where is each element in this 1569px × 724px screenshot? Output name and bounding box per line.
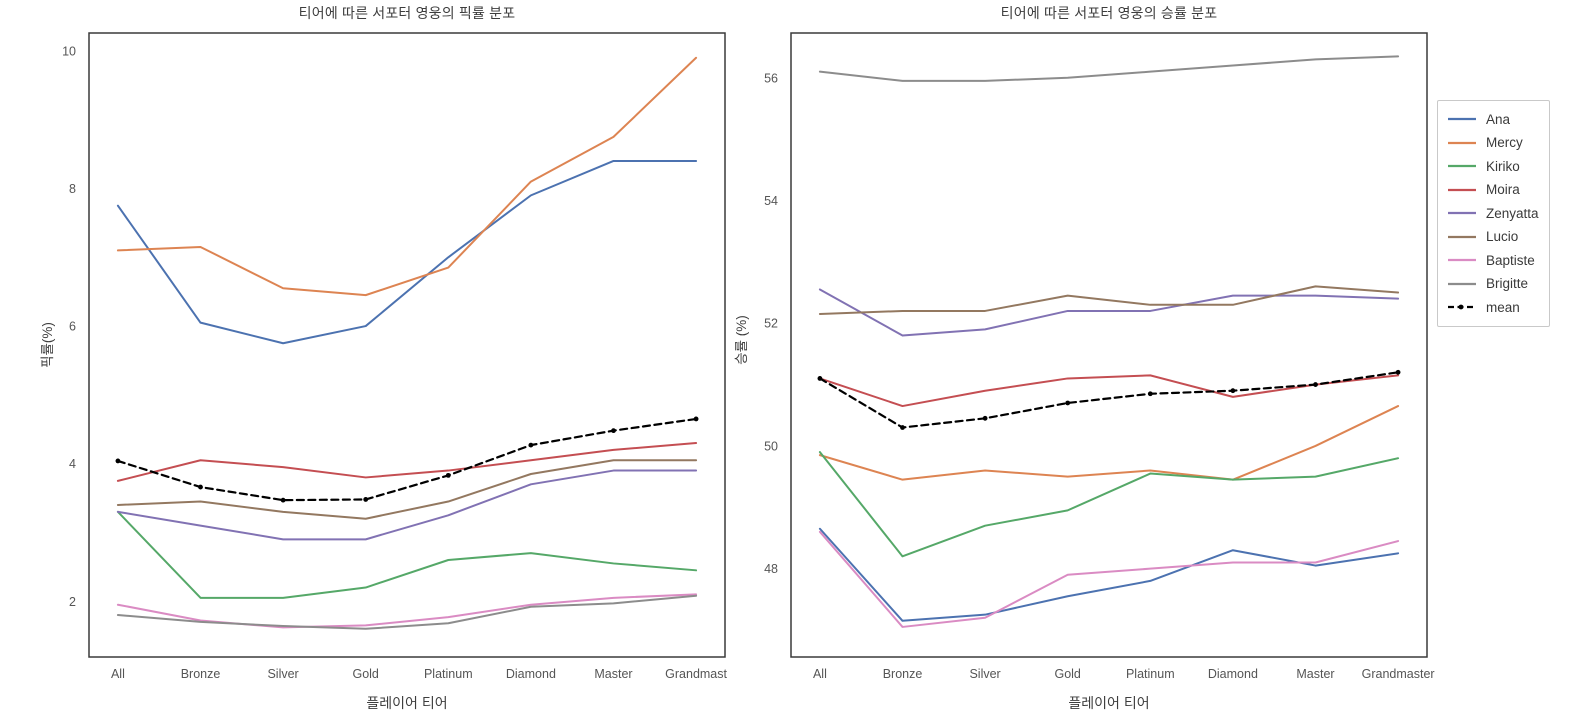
legend-item-zenyatta: Zenyatta xyxy=(1447,202,1539,225)
x-tick-label: Grandmast xyxy=(665,667,727,681)
x-tick-label: Platinum xyxy=(1126,667,1175,681)
y-tick-label: 4 xyxy=(69,457,76,471)
legend-line-sample-mean xyxy=(1448,304,1476,310)
series-line-zenyatta xyxy=(116,469,698,541)
legend-label-mercy: Mercy xyxy=(1486,135,1523,151)
legend-line-sample-brigitte xyxy=(1448,282,1476,285)
x-tick-label: Bronze xyxy=(181,667,221,681)
series-line-lucio xyxy=(818,285,1400,316)
y-tick-label: 56 xyxy=(764,71,778,85)
mean-point-marker xyxy=(198,484,203,490)
mean-point-marker xyxy=(611,428,616,434)
legend-item-kiriko: Kiriko xyxy=(1447,155,1539,178)
plot-frame xyxy=(790,32,1428,658)
series-line-ana xyxy=(818,527,1400,622)
legend-line-sample-ana xyxy=(1448,118,1476,121)
legend-line-sample-kiriko xyxy=(1448,165,1476,168)
y-tick-label: 6 xyxy=(69,320,76,334)
mean-point-marker xyxy=(817,376,823,381)
x-tick-label: Platinum xyxy=(424,667,473,681)
x-tick-label: Diamond xyxy=(506,667,556,681)
series-line-mercy xyxy=(116,56,698,297)
right-chart-title: 티어에 따른 서포터 영웅의 승률 분포 xyxy=(1000,5,1218,21)
x-tick-label: Bronze xyxy=(883,667,923,681)
series-line-ana xyxy=(116,159,698,345)
plot-frame xyxy=(88,32,726,658)
mean-point-marker xyxy=(1313,382,1318,387)
mean-point-marker xyxy=(982,415,988,421)
series-line-lucio xyxy=(116,459,698,520)
mean-point-marker xyxy=(363,497,369,502)
legend-item-mean: mean xyxy=(1447,296,1539,319)
legend-line-sample-mercy xyxy=(1448,141,1476,144)
mean-point-marker xyxy=(1230,388,1236,394)
legend-label-kiriko: Kiriko xyxy=(1486,158,1520,174)
legend-label-brigitte: Brigitte xyxy=(1486,276,1529,292)
mean-point-marker xyxy=(1395,369,1401,375)
x-tick-label: Silver xyxy=(969,667,1000,681)
series-line-baptiste xyxy=(818,530,1400,628)
y-tick-label: 52 xyxy=(764,317,778,331)
mean-point-marker xyxy=(280,497,286,503)
right-x-axis-label: 플레이어 티어 xyxy=(1068,695,1150,711)
x-tick-label: All xyxy=(813,667,827,681)
legend-item-brigitte: Brigitte xyxy=(1447,273,1539,296)
mean-point-marker xyxy=(528,442,534,448)
x-tick-label: Gold xyxy=(352,667,378,681)
series-line-kiriko xyxy=(116,510,698,599)
legend-line-sample-moira xyxy=(1448,188,1476,191)
x-tick-label: Master xyxy=(594,667,632,681)
legend-item-ana: Ana xyxy=(1447,108,1539,131)
series-line-mercy xyxy=(818,405,1400,481)
left-chart-title: 티어에 따른 서포터 영웅의 픽률 분포 xyxy=(298,5,516,21)
legend-line-sample-lucio xyxy=(1448,235,1476,238)
x-tick-label: Gold xyxy=(1054,667,1080,681)
y-tick-label: 54 xyxy=(764,194,778,208)
left-x-axis-label: 플레이어 티어 xyxy=(366,695,448,711)
legend-line-sample-zenyatta xyxy=(1448,212,1476,215)
series-line-brigitte xyxy=(116,594,698,630)
series-line-kiriko xyxy=(818,451,1400,558)
left-y-axis-label: 픽률(%) xyxy=(40,322,55,368)
x-tick-label: Silver xyxy=(267,667,298,681)
x-tick-label: Diamond xyxy=(1208,667,1258,681)
mean-point-marker xyxy=(1147,391,1153,397)
legend-item-moira: Moira xyxy=(1447,179,1539,202)
mean-point-marker xyxy=(693,416,699,422)
legend-item-lucio: Lucio xyxy=(1447,226,1539,249)
mean-point-marker xyxy=(115,458,121,464)
mean-point-marker xyxy=(1065,400,1071,406)
y-tick-label: 8 xyxy=(69,182,76,196)
legend-label-zenyatta: Zenyatta xyxy=(1486,205,1539,221)
series-line-moira xyxy=(116,442,698,482)
legend-item-baptiste: Baptiste xyxy=(1447,249,1539,272)
series-line-brigitte xyxy=(818,55,1400,82)
y-tick-label: 48 xyxy=(764,562,778,576)
legend-label-mean: mean xyxy=(1486,299,1520,315)
y-tick-label: 10 xyxy=(62,44,76,58)
series-line-zenyatta xyxy=(818,288,1400,337)
x-tick-label: Master xyxy=(1296,667,1334,681)
legend-label-moira: Moira xyxy=(1486,182,1520,198)
right-y-axis-label: 승률 (%) xyxy=(734,315,749,365)
mean-point-marker xyxy=(900,425,905,430)
series-line-moira xyxy=(818,374,1400,408)
y-tick-label: 2 xyxy=(69,595,76,609)
mean-point-marker xyxy=(445,472,451,478)
legend-box: Ana Mercy Kiriko Moira Zenyatta Lucio Baptiste… xyxy=(1437,100,1550,327)
y-tick-label: 50 xyxy=(764,439,778,453)
series-line-mean xyxy=(116,417,698,502)
legend-label-lucio: Lucio xyxy=(1486,229,1519,245)
x-tick-label: All xyxy=(111,667,125,681)
legend-label-ana: Ana xyxy=(1486,111,1511,127)
legend-line-sample-baptiste xyxy=(1448,259,1476,262)
series-line-mean xyxy=(818,371,1400,429)
x-tick-label: Grandmaster xyxy=(1362,667,1435,681)
legend-label-baptiste: Baptiste xyxy=(1486,252,1535,268)
legend-item-mercy: Mercy xyxy=(1447,132,1539,155)
